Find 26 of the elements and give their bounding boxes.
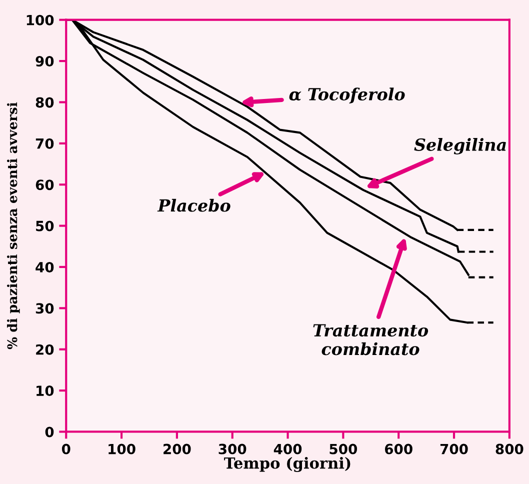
- x-tick-label: 600: [384, 444, 412, 454]
- x-tick-label: 0: [62, 444, 70, 454]
- y-tick-label: 50: [36, 220, 54, 232]
- x-tick-label: 800: [496, 444, 524, 454]
- y-tick-label: 100: [26, 14, 54, 26]
- y-tick-label: 0: [45, 426, 54, 438]
- y-tick-label: 90: [36, 56, 54, 67]
- x-tick-label: 300: [218, 444, 246, 454]
- annotation: α Tocoferolo: [289, 88, 405, 104]
- y-tick-label: 60: [36, 180, 54, 190]
- y-tick-label: 80: [36, 97, 54, 108]
- annotation: Placebo: [157, 198, 230, 212]
- y-tick-label: 20: [36, 344, 54, 355]
- x-tick-label: 200: [164, 444, 191, 454]
- x-tick-label: 700: [440, 444, 468, 454]
- x-tick-label: 100: [108, 444, 136, 454]
- x-axis-title: Tempo (giorni): [224, 456, 350, 472]
- y-axis-title: % di pazienti senza eventi avversi: [7, 102, 20, 350]
- y-tick-label: 70: [36, 138, 54, 149]
- y-tick-label: 40: [36, 262, 54, 272]
- annotation: Selegilina: [414, 138, 506, 154]
- y-tick-label: 10: [36, 386, 54, 396]
- x-tick-label: 400: [274, 444, 302, 454]
- annotation: Trattamento combinato: [313, 324, 428, 356]
- x-tick-label: 500: [330, 444, 358, 454]
- y-tick-label: 30: [36, 303, 54, 314]
